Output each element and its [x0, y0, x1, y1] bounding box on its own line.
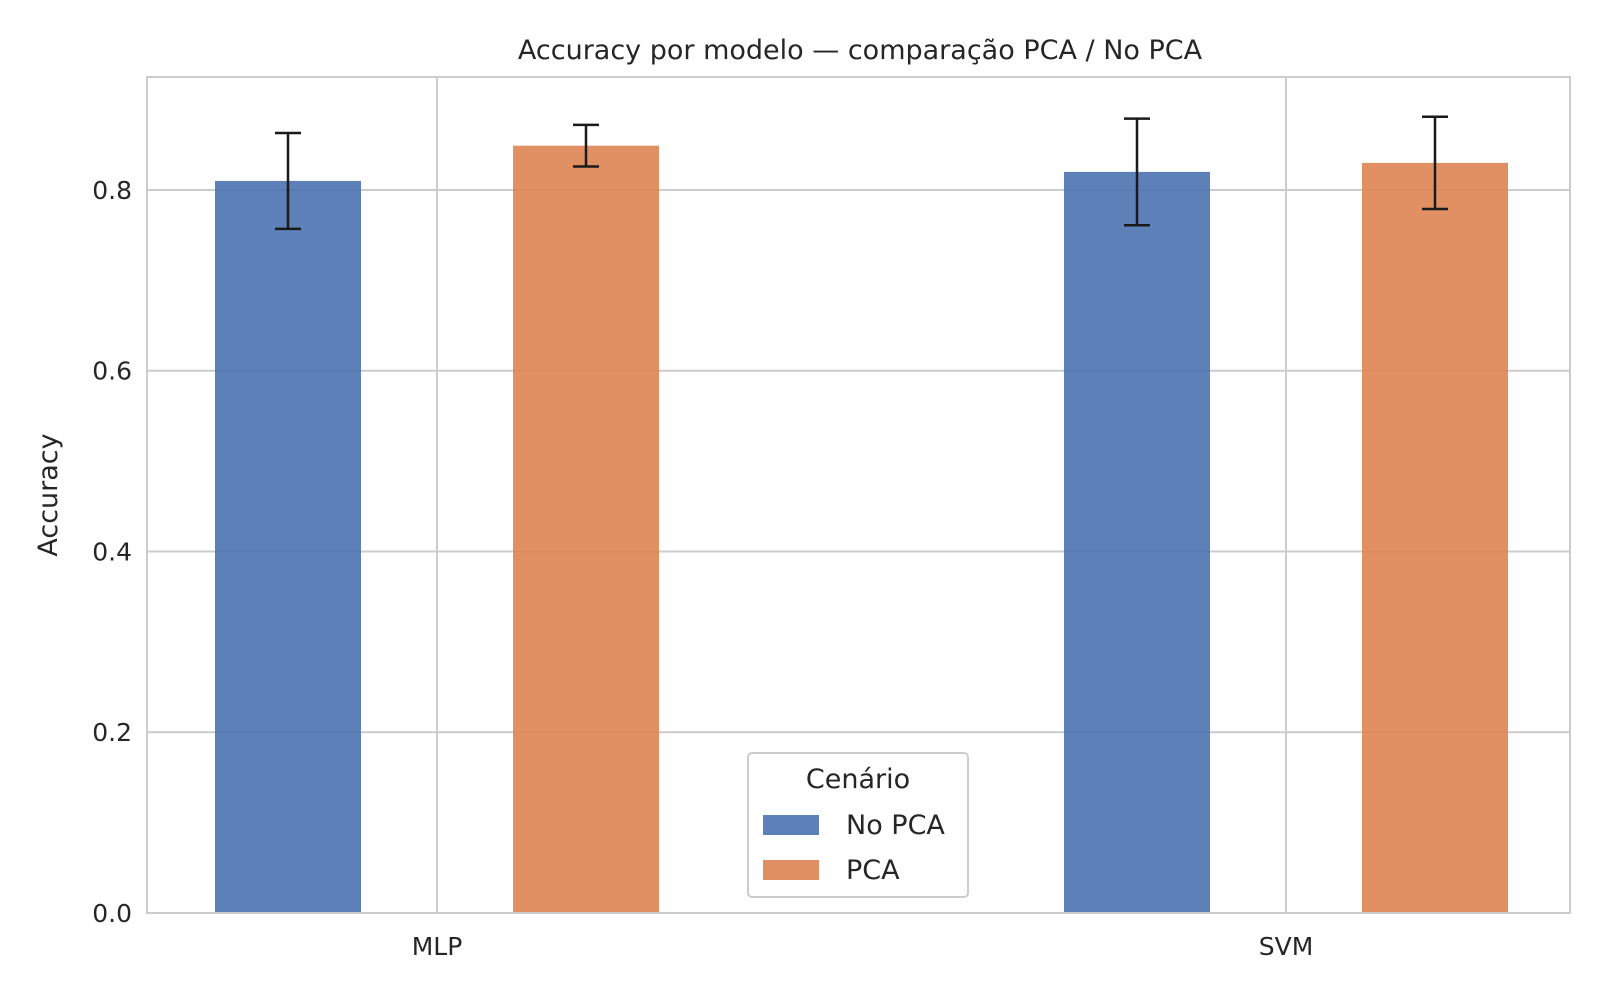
bar-no-pca-mlp [215, 180, 361, 914]
legend: Cenário No PCA PCA [747, 752, 969, 898]
x-tick-label: SVM [1259, 932, 1314, 961]
legend-label-no-pca: No PCA [846, 810, 945, 841]
bars-layer [215, 145, 1508, 914]
legend-label-pca: PCA [846, 855, 900, 886]
y-tick-label: 0.0 [92, 899, 132, 928]
y-tick-label: 0.2 [92, 718, 132, 747]
error-bar-pca-mlp [573, 123, 599, 168]
y-tick-label: 0.4 [92, 537, 132, 566]
legend-swatch-no-pca [763, 815, 819, 835]
bar-no-pca-svm [1064, 171, 1210, 914]
x-ticks: MLP SVM [412, 932, 1314, 961]
bar-pca-svm [1362, 162, 1508, 913]
y-axis-label: Accuracy [33, 433, 64, 556]
x-tick-label: MLP [412, 932, 463, 961]
y-ticks: 0.0 0.2 0.4 0.6 0.8 [92, 176, 132, 928]
y-tick-label: 0.8 [92, 176, 132, 205]
error-bar-no-pca-svm [1124, 117, 1150, 227]
chart-title: Accuracy por modelo — comparação PCA / N… [518, 35, 1203, 66]
error-bars-layer [275, 115, 1448, 231]
legend-title: Cenário [806, 764, 910, 795]
grid-layer [147, 77, 1570, 914]
legend-swatch-pca [763, 860, 819, 880]
axes-frame [146, 76, 1571, 914]
bar-pca-mlp [513, 145, 659, 913]
error-bar-pca-svm [1422, 115, 1448, 211]
error-bar-no-pca-mlp [275, 131, 301, 231]
y-tick-label: 0.6 [92, 357, 132, 386]
